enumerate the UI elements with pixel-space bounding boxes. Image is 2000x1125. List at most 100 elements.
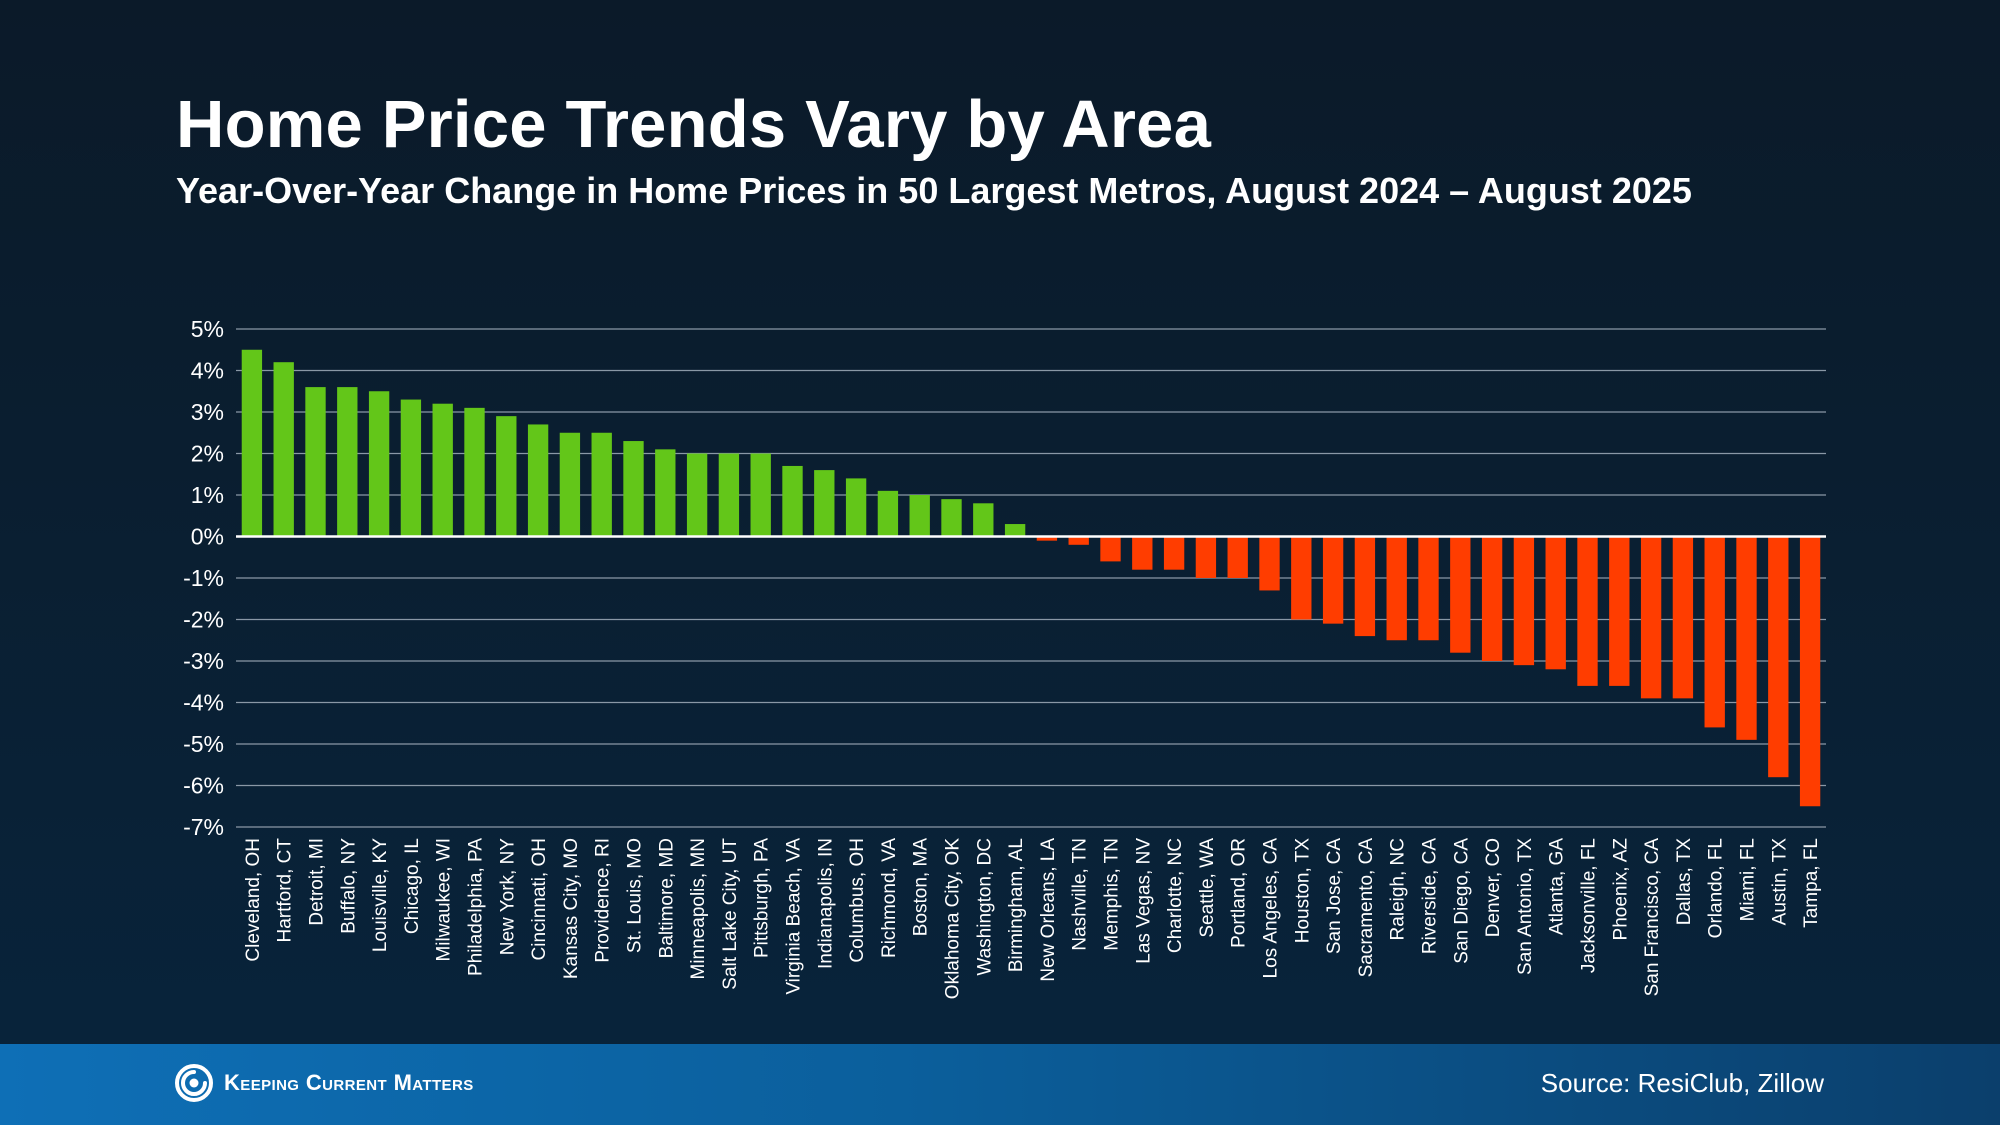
x-tick-label: Oklahoma City, OK — [943, 838, 964, 1000]
x-tick-label: Detroit, MI — [307, 838, 328, 926]
x-tick-label: Miami, FL — [1738, 838, 1759, 921]
bar — [1481, 536, 1503, 661]
bar — [877, 490, 899, 537]
bar — [814, 470, 835, 537]
bar — [337, 387, 358, 537]
bar — [591, 432, 612, 537]
x-tick-label: Chicago, IL — [402, 838, 423, 934]
brand-logo: Keeping Current Matters — [174, 1061, 474, 1105]
x-tick-label: Baltimore, MD — [656, 838, 677, 958]
bar — [464, 407, 485, 537]
x-tick-label: Birmingham, AL — [1006, 838, 1027, 972]
bar — [1068, 536, 1089, 545]
y-tick-label: 2% — [191, 441, 224, 467]
x-tick-label: Sacramento, CA — [1356, 838, 1377, 978]
x-tick-label: Pittsburgh, PA — [752, 838, 773, 958]
x-tick-label: Las Vegas, NV — [1133, 838, 1154, 964]
x-tick-label: Louisville, KY — [370, 838, 391, 952]
x-tick-label: Boston, MA — [911, 838, 932, 937]
y-tick-label: 5% — [191, 316, 224, 342]
x-tick-label: Hartford, CT — [275, 838, 296, 943]
bar — [1418, 536, 1439, 641]
bar — [845, 478, 867, 537]
bar — [1672, 536, 1694, 699]
y-tick-label: -3% — [183, 648, 224, 674]
bar — [1100, 536, 1121, 562]
x-tick-label: Denver, CO — [1483, 838, 1504, 937]
bar — [527, 424, 549, 537]
bar — [1132, 536, 1153, 570]
x-tick-label: Philadelphia, PA — [466, 838, 487, 976]
x-tick-label: Dallas, TX — [1674, 838, 1695, 926]
bar — [1322, 536, 1344, 624]
brand-name: Keeping Current Matters — [224, 1070, 474, 1095]
bar — [1195, 536, 1217, 578]
x-tick-label: Raleigh, NC — [1388, 838, 1409, 940]
bar — [1163, 536, 1185, 570]
x-tick-label: Jacksonville, FL — [1579, 838, 1600, 973]
x-tick-label: St. Louis, MO — [625, 838, 646, 953]
bar — [496, 416, 517, 537]
bar — [432, 403, 453, 537]
x-tick-label: Salt Lake City, UT — [720, 838, 741, 990]
y-tick-label: -1% — [183, 565, 224, 591]
x-tick-label: Houston, TX — [1292, 838, 1313, 944]
bar — [1768, 536, 1789, 778]
x-tick-label: Portland, OR — [1229, 838, 1250, 948]
x-tick-label: Providence, RI — [593, 838, 614, 963]
bar — [559, 432, 581, 537]
x-tick-label: Charlotte, NC — [1165, 838, 1186, 953]
bar — [750, 453, 771, 537]
y-tick-label: -2% — [183, 607, 224, 633]
x-tick-label: New Orleans, LA — [1038, 838, 1059, 982]
bar — [1545, 536, 1566, 670]
y-tick-label: 4% — [191, 358, 224, 384]
x-tick-label: Kansas City, MO — [561, 838, 582, 979]
x-tick-label: San Diego, CA — [1451, 838, 1472, 964]
y-tick-label: 0% — [191, 524, 224, 550]
x-tick-label: Cincinnati, OH — [529, 838, 550, 961]
x-tick-label: Seattle, WA — [1197, 838, 1218, 938]
y-tick-label: -4% — [183, 690, 224, 716]
bar — [686, 453, 708, 537]
bar — [273, 362, 294, 537]
bar — [1259, 536, 1280, 591]
bar — [1386, 536, 1407, 641]
bar — [1513, 536, 1535, 666]
x-tick-label: Milwaukee, WI — [434, 838, 455, 962]
bars — [241, 349, 1821, 807]
bar — [1577, 536, 1598, 686]
x-tick-label: San Francisco, CA — [1642, 838, 1663, 997]
bar — [1036, 536, 1058, 541]
x-tick-label: Buffalo, NY — [338, 838, 359, 934]
x-tick-label: Columbus, OH — [847, 838, 868, 963]
x-tick-label: Virginia Beach, VA — [784, 838, 805, 995]
bar — [1227, 536, 1248, 578]
bar — [1799, 536, 1821, 807]
bar — [400, 399, 422, 537]
y-tick-label: -7% — [183, 814, 224, 840]
bar — [1640, 536, 1662, 699]
x-tick-label: Memphis, TN — [1102, 838, 1123, 951]
kcm-swirl-icon — [175, 1064, 213, 1102]
x-tick-label: Austin, TX — [1769, 838, 1790, 926]
bar — [941, 499, 962, 537]
x-axis-category-labels: Cleveland, OH Hartford, CT Detroit, MI Buff… — [243, 838, 1822, 1000]
x-tick-label: Orlando, FL — [1706, 838, 1727, 938]
x-tick-label: San Jose, CA — [1324, 838, 1345, 954]
x-tick-label: Richmond, VA — [879, 838, 900, 958]
bar — [1609, 536, 1630, 686]
x-tick-label: Phoenix, AZ — [1610, 838, 1631, 941]
bar — [623, 441, 644, 537]
x-tick-label: Nashville, TN — [1070, 838, 1091, 951]
y-tick-label: 1% — [191, 482, 224, 508]
x-tick-label: Minneapolis, MN — [688, 838, 709, 980]
bar — [973, 503, 994, 537]
y-tick-label: -5% — [183, 731, 224, 757]
bar — [1450, 536, 1471, 653]
y-tick-label: -6% — [183, 773, 224, 799]
bar — [1291, 536, 1312, 620]
x-tick-label: Riverside, CA — [1420, 838, 1441, 954]
bar — [655, 449, 676, 537]
bar — [1736, 536, 1757, 740]
